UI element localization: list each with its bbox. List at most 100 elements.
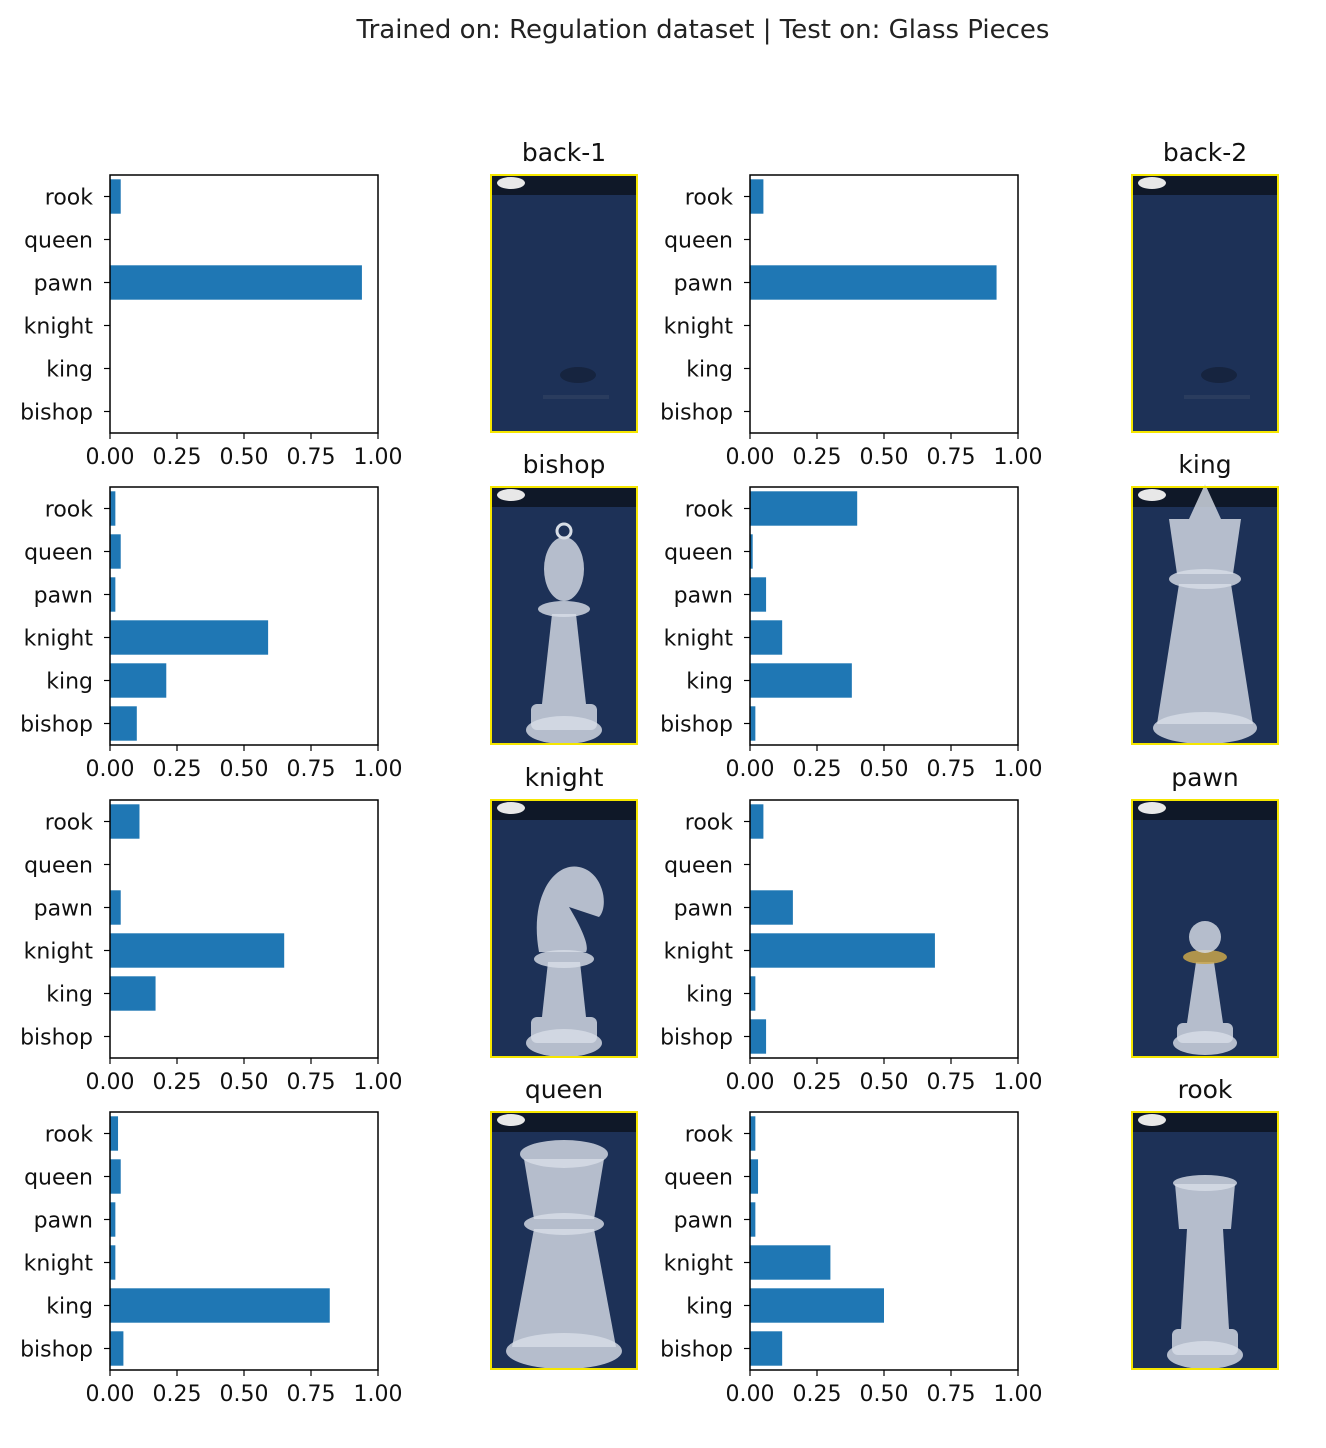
ytick-label-rook: rook [685,498,733,523]
image-frame [1131,799,1279,1058]
ytick-label-king: king [686,358,733,383]
piece-body [1157,584,1253,724]
piece-top [1173,1175,1237,1191]
bar-pawn [110,1202,116,1237]
bar-king [110,663,167,698]
ytick-label-rook: rook [685,811,733,836]
ytick-label-rook: rook [45,1123,93,1148]
bar-pawn [110,577,116,612]
ytick-label-queen: queen [24,854,93,879]
axes-frame [109,1111,379,1371]
xtick-label: 0.25 [793,757,842,782]
bar-chart-1: rook queen pawn knight king bishop 0.00 0.25 0.5… [660,174,1042,470]
bar-king [750,663,852,698]
bar-chart-5: rook queen pawn knight king bishop 0.00 0.25 0.5… [660,799,1042,1095]
ytick-label-bishop: bishop [20,713,93,738]
ytick-label-bishop: bishop [20,1338,93,1363]
ytick-label-knight: knight [664,627,734,652]
bar-king [750,1288,884,1323]
bar-chart-4: rook queen pawn knight king bishop 0.00 0.25 0.5… [20,799,402,1095]
ytick-label-bishop: bishop [660,401,733,426]
image-frame [490,1111,638,1370]
figure-title: Trained on: Regulation dataset | Test on… [356,15,1050,45]
board-image-6: queen [490,1075,638,1370]
axes-frame [749,174,1019,434]
board-top-strip [1132,1112,1278,1132]
ytick-label-king: king [686,670,733,695]
piece-head [536,866,604,952]
piece-top [520,1140,608,1168]
board-top-strip [1132,800,1278,820]
image-title: knight [525,763,604,792]
bar-queen [750,1159,759,1194]
piece-body [542,962,586,1017]
ytick-label-king: king [46,983,93,1008]
ytick-label-knight: knight [24,315,94,340]
xtick-label: 1.00 [994,1382,1043,1407]
bar-queen [110,1159,121,1194]
ytick-label-knight: knight [24,1252,94,1277]
xtick-label: 0.50 [860,1382,909,1407]
ytick-label-queen: queen [664,854,733,879]
piece-crown [1169,519,1241,574]
ytick-label-rook: rook [45,498,93,523]
piece-crown [524,1159,604,1219]
xtick-label: 0.00 [86,1070,135,1095]
board-image-3: king [1131,450,1279,745]
xtick-label: 0.50 [220,1382,269,1407]
piece-foot [1177,1023,1233,1043]
piece-crown [1175,1184,1235,1229]
bar-pawn [110,265,362,300]
board-logo-text [1184,395,1250,399]
xtick-label: 0.75 [287,757,336,782]
ytick-label-rook: rook [685,186,733,211]
board-glare [497,489,525,501]
xtick-label: 0.00 [86,445,135,470]
bar-chart-6: rook queen pawn knight king bishop 0.00 0.25 0.5… [20,1111,402,1407]
bar-knight [750,933,935,968]
piece-collar [1183,950,1227,964]
xtick-label: 0.75 [927,445,976,470]
xtick-label: 1.00 [354,757,403,782]
xtick-label: 0.25 [793,1382,842,1407]
image-frame [490,174,638,433]
xtick-label: 0.00 [86,1382,135,1407]
bar-knight [110,933,285,968]
xtick-label: 0.00 [726,1070,775,1095]
image-frame [1131,174,1279,433]
xtick-label: 0.00 [726,757,775,782]
board-glare [497,1114,525,1126]
ytick-label-king: king [46,670,93,695]
bar-king [750,976,756,1011]
image-frame [490,799,638,1058]
board-image-4: knight [490,763,638,1058]
bar-pawn [750,577,767,612]
xtick-label: 0.50 [860,445,909,470]
xtick-label: 0.00 [726,1382,775,1407]
bar-pawn [110,890,121,925]
bar-rook [750,179,764,214]
bar-king [110,1288,330,1323]
xtick-label: 0.50 [220,757,269,782]
piece-collar [538,601,590,617]
board-background [1132,175,1278,432]
board-background [491,175,637,432]
board-image-0: back-1 [490,138,638,433]
panels: rook queen pawn knight king bishop 0.00 0.25 0.5… [20,138,1279,1407]
bar-pawn [750,890,793,925]
ytick-label-king: king [686,983,733,1008]
image-frame [490,486,638,745]
ytick-label-king: king [46,1295,93,1320]
xtick-label: 0.25 [153,1070,202,1095]
board-glare [1138,489,1166,501]
xtick-label: 0.75 [927,757,976,782]
bar-rook [750,491,858,526]
piece-head [544,537,584,601]
ytick-label-queen: queen [664,541,733,566]
ytick-label-pawn: pawn [34,272,93,297]
bar-bishop [750,1019,767,1054]
image-title: king [1178,450,1231,479]
ytick-label-knight: knight [664,1252,734,1277]
bar-chart-2: rook queen pawn knight king bishop 0.00 0.25 0.5… [20,486,403,782]
board-top-strip [491,1112,637,1132]
